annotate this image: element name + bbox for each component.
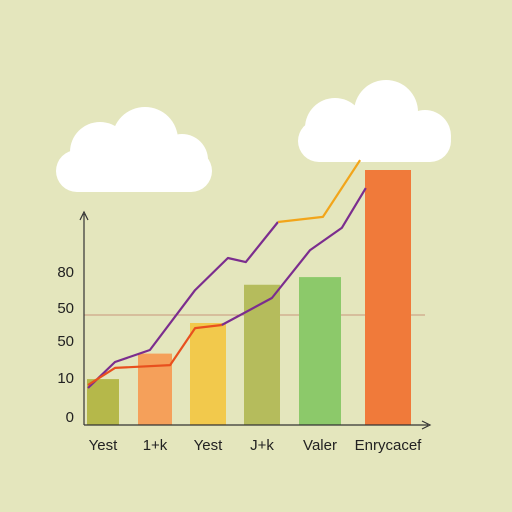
cloud [298, 80, 451, 162]
line [87, 323, 222, 386]
line [221, 187, 367, 326]
x-tick-label: J+k [250, 437, 274, 454]
x-tick-label: Enrycacef [355, 437, 423, 454]
y-axis-label: 50 [57, 300, 74, 317]
bar [299, 277, 341, 425]
y-axis-label: 0 [66, 409, 74, 426]
bar [244, 284, 280, 425]
x-tick-label: 1+k [143, 437, 168, 454]
y-axis-label: 10 [57, 370, 74, 387]
x-tick-label: Yest [89, 437, 118, 454]
line [277, 159, 362, 224]
x-axis-arrow [421, 420, 432, 430]
bar [365, 170, 411, 425]
x-tick-label: Yest [194, 437, 223, 454]
y-axis-label: 80 [57, 264, 74, 281]
bar [190, 323, 226, 425]
x-tick-label: Valer [303, 437, 337, 454]
bar [87, 379, 119, 425]
cloud [56, 107, 212, 192]
y-axis-arrow [79, 210, 89, 221]
y-axis-label: 50 [57, 333, 74, 350]
line [87, 221, 279, 389]
